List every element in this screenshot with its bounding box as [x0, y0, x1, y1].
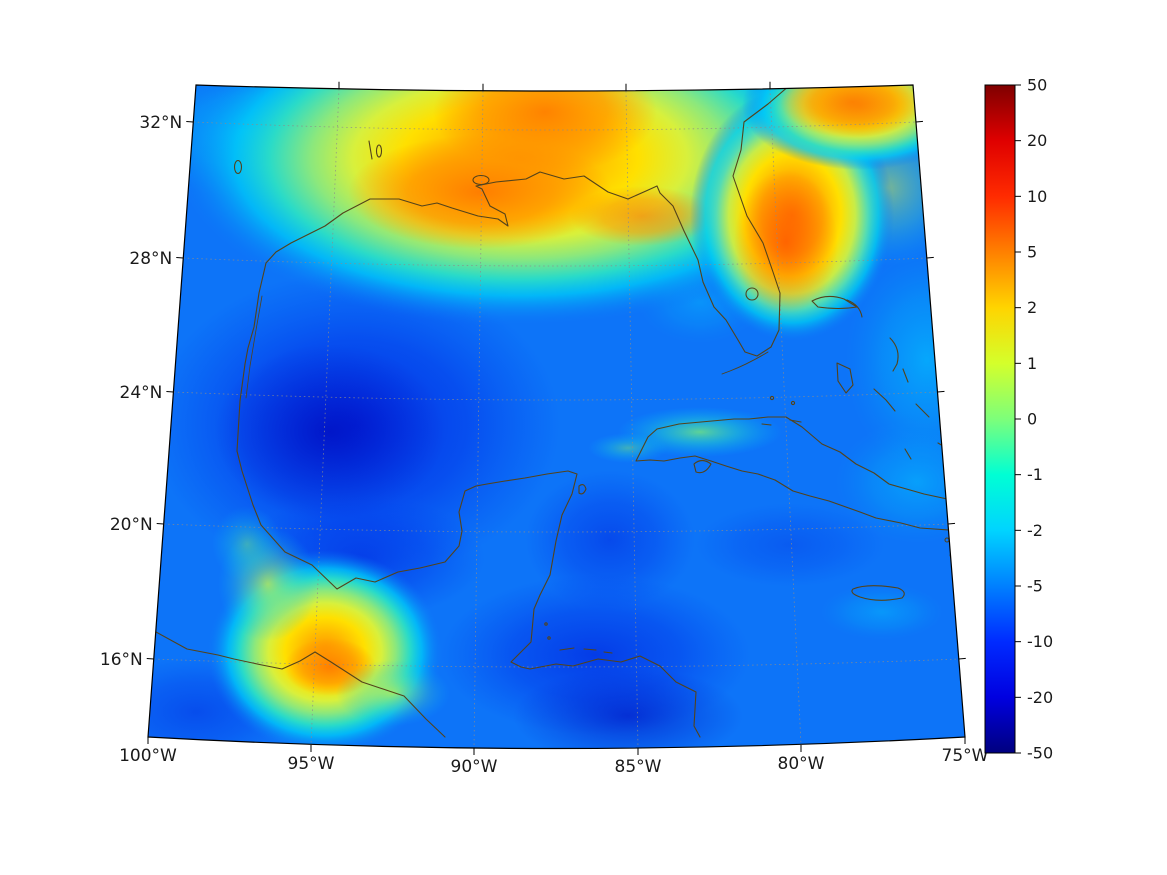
gridline-lat-24n	[173, 391, 938, 401]
lat-tick-label: 24°N	[120, 383, 163, 403]
andros-island	[836, 362, 854, 394]
lon-tick-label: 85°W	[615, 757, 662, 777]
colorbar-tick-label: 2	[1027, 298, 1037, 317]
gridlines	[153, 88, 959, 749]
colorbar-tick-label: 5	[1027, 243, 1037, 262]
lat-tick-left	[156, 523, 164, 525]
eleuthera-island	[889, 337, 899, 372]
colorbar-tick-label: -2	[1027, 521, 1043, 540]
toledo-bend-lake	[368, 140, 373, 160]
colorbar-tick-label: -1	[1027, 465, 1043, 484]
lake-okeechobee	[745, 287, 759, 301]
belize-cay	[544, 622, 548, 626]
lat-tick-right	[947, 522, 956, 525]
lat-tick-left	[186, 121, 194, 123]
axis-layer: 32°N 28°N 24°N 20°N 16°N 100°W 95°W 90°W 85°W 80°…	[100, 81, 989, 777]
coastline-isla-juventud	[693, 459, 712, 474]
gridline-lat-20n	[163, 523, 949, 533]
colorbar-tick-label: -10	[1027, 632, 1053, 651]
hispaniola-fragment	[949, 548, 965, 563]
lake-pontchartrain	[472, 174, 490, 186]
sam-rayburn-lake	[375, 144, 383, 158]
lat-tick-right	[926, 256, 934, 259]
lat-tick-left	[146, 658, 154, 660]
lat-tick-label: 28°N	[129, 249, 172, 269]
texas-lake	[233, 159, 243, 175]
coastline-texas-barrier-island	[245, 295, 263, 399]
coastline-pacific-mexico	[155, 631, 446, 738]
colorbar-tick-label: -20	[1027, 688, 1053, 707]
coastlines	[155, 85, 965, 738]
lon-tick-label: 100°W	[119, 746, 177, 766]
colorbar-tick-label: 1	[1027, 354, 1037, 373]
lat-tick-label: 32°N	[139, 113, 182, 133]
colorbar-tick-label: -50	[1027, 744, 1053, 763]
exuma-chain	[873, 388, 896, 412]
cuba-north-cays	[761, 419, 802, 426]
map-frame	[147, 84, 966, 750]
lon-tick-label: 90°W	[451, 757, 498, 777]
lon-tick-label: 95°W	[288, 754, 335, 774]
colorbar-gradient	[984, 84, 1016, 754]
heatmap-layer	[148, 85, 965, 749]
florida-keys	[721, 351, 769, 375]
lat-tick-right	[937, 390, 945, 393]
lat-tick-right	[958, 657, 966, 660]
colorbar-tick-label: 10	[1027, 187, 1047, 206]
colorbar-tick-label: -5	[1027, 577, 1043, 596]
gridline-lon-90w	[473, 90, 484, 749]
cozumel-island	[578, 484, 587, 495]
ragged-islands	[904, 448, 912, 460]
belize-cay	[547, 636, 551, 640]
abaco-arc	[846, 299, 863, 318]
lat-tick-left	[166, 391, 174, 393]
coastline-cuba	[635, 416, 965, 533]
gridline-lat-32n	[193, 121, 916, 131]
lat-tick-left	[176, 257, 184, 259]
lat-tick-right	[915, 120, 923, 123]
cay-sal-islet	[790, 400, 796, 406]
colorbar-tick-label: 0	[1027, 410, 1037, 429]
cat-island	[902, 368, 909, 383]
gridline-lon-95w	[310, 88, 340, 746]
coastline-jamaica	[851, 585, 905, 601]
lon-tick-label: 75°W	[942, 746, 989, 766]
lat-tick-label: 16°N	[100, 650, 143, 670]
colorbar-tick-label: 20	[1027, 131, 1047, 150]
lat-tick-label: 20°N	[110, 515, 153, 535]
lon-tick-label: 80°W	[778, 754, 825, 774]
gridline-lon-80w	[769, 88, 802, 746]
gridline-lon-85w	[625, 90, 639, 749]
long-island-bahamas	[915, 403, 930, 418]
bay-islands-honduras	[559, 647, 613, 654]
coastline-north-america	[236, 85, 791, 738]
gridline-lat-16n	[153, 658, 959, 668]
colorbar-tick-label: 50	[1027, 76, 1047, 95]
cay-sal-islet	[769, 395, 775, 401]
